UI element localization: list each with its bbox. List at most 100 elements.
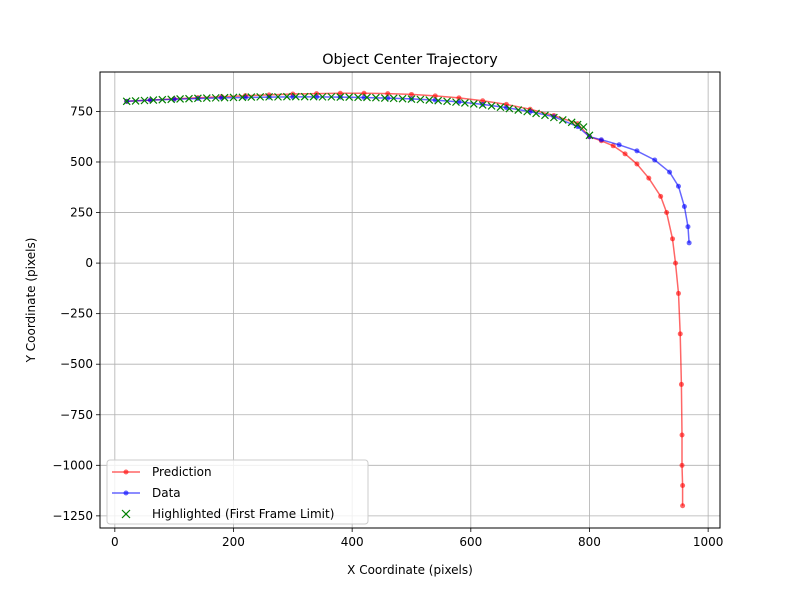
highlight-point [523,107,532,116]
legend-label: Data [152,486,181,500]
highlight-point [158,95,167,104]
legend-marker [123,469,129,475]
data-point [480,98,486,104]
highlight-point [558,116,567,124]
y-tick-label: 750 [70,104,93,118]
highlight-point [274,92,282,101]
highlight-point [202,94,211,103]
y-tick-label: −750 [60,408,93,422]
highlight-point [354,93,363,102]
highlight-point [345,93,354,101]
highlight-point [407,95,416,104]
highlight-point [363,93,371,102]
grid-layer [100,72,720,528]
highlight-point [514,106,523,114]
data-point [679,432,685,438]
highlight-point [567,118,576,127]
y-tick-label: −500 [60,357,93,371]
data-point [652,157,658,163]
legend-entry: Highlighted (First Frame Limit) [121,507,334,521]
highlight-point [336,93,345,101]
highlight-point [487,102,496,110]
highlight-point [193,94,202,103]
data-point [634,148,640,154]
x-tick-label: 200 [222,535,245,549]
highlight-point [469,100,478,108]
x-axis-label: X Coordinate (pixels) [347,563,473,577]
highlight-point [452,98,460,107]
legend-entry: Prediction [112,465,212,479]
y-tick-label: −1250 [52,509,93,523]
highlight-point [505,104,514,113]
y-tick-label: −250 [60,307,93,321]
highlight-point [318,92,327,101]
data-point [610,143,616,149]
data-point [456,95,462,101]
highlight-point [549,113,558,122]
x-tick-label: 0 [111,535,119,549]
highlight-point [327,92,336,101]
highlight-point [425,96,434,105]
series-layer [122,90,692,509]
highlight-point [229,93,238,102]
data-point [598,137,604,143]
highlight-point [291,92,300,101]
data-point [658,193,664,199]
highlight-point [256,92,265,101]
highlight-point [398,94,407,103]
tick-layer: 0 200 400 600 800 1000 −1250 −1000 −750 −500 −250 0… [52,104,723,549]
highlight-point [371,93,380,102]
data-point [622,151,628,157]
series-2 [122,92,594,140]
data-point [673,260,679,266]
highlight-point [185,94,193,103]
legend-entry: Data [112,486,181,500]
data-point [646,175,652,181]
legend: Prediction Data Highlighted (First Frame L… [106,459,369,525]
data-point [670,236,676,242]
data-point [432,93,438,99]
highlight-point [238,93,247,102]
highlight-point [443,97,452,106]
series-line [126,92,684,506]
legend-entries: Prediction Data Highlighted (First Frame L… [112,465,334,521]
highlight-point [176,94,185,103]
x-tick-label: 400 [341,535,364,549]
highlight-point [220,93,229,102]
highlight-point [532,109,541,118]
highlight-point [478,101,487,109]
highlight-point [140,96,149,105]
data-point [681,203,687,209]
data-point [361,90,367,96]
highlight-point [541,111,549,120]
data-point [679,462,685,468]
highlight-point [579,123,588,131]
legend-label: Highlighted (First Frame Limit) [152,507,334,521]
highlight-point [211,93,220,102]
highlight-point [380,94,389,103]
highlight-point [122,97,131,106]
y-tick-label: 500 [70,155,93,169]
data-point [667,169,673,175]
highlight-point [149,96,158,105]
highlight-point [309,92,318,101]
highlight-point [265,92,274,101]
data-point [408,91,414,97]
plot-frame [99,71,721,529]
highlight-point [247,93,256,101]
highlight-point [416,95,425,104]
data-point [686,240,692,246]
data-point [675,290,681,296]
data-point [678,381,684,387]
series-0 [124,90,686,509]
data-point [685,224,691,230]
highlight-point [300,92,309,101]
highlight-point [131,96,140,105]
data-point [680,503,686,509]
highlight-point [167,95,176,104]
data-point [385,91,391,97]
y-tick-label: 250 [70,206,93,220]
legend-box [106,459,369,525]
data-point [586,134,592,140]
